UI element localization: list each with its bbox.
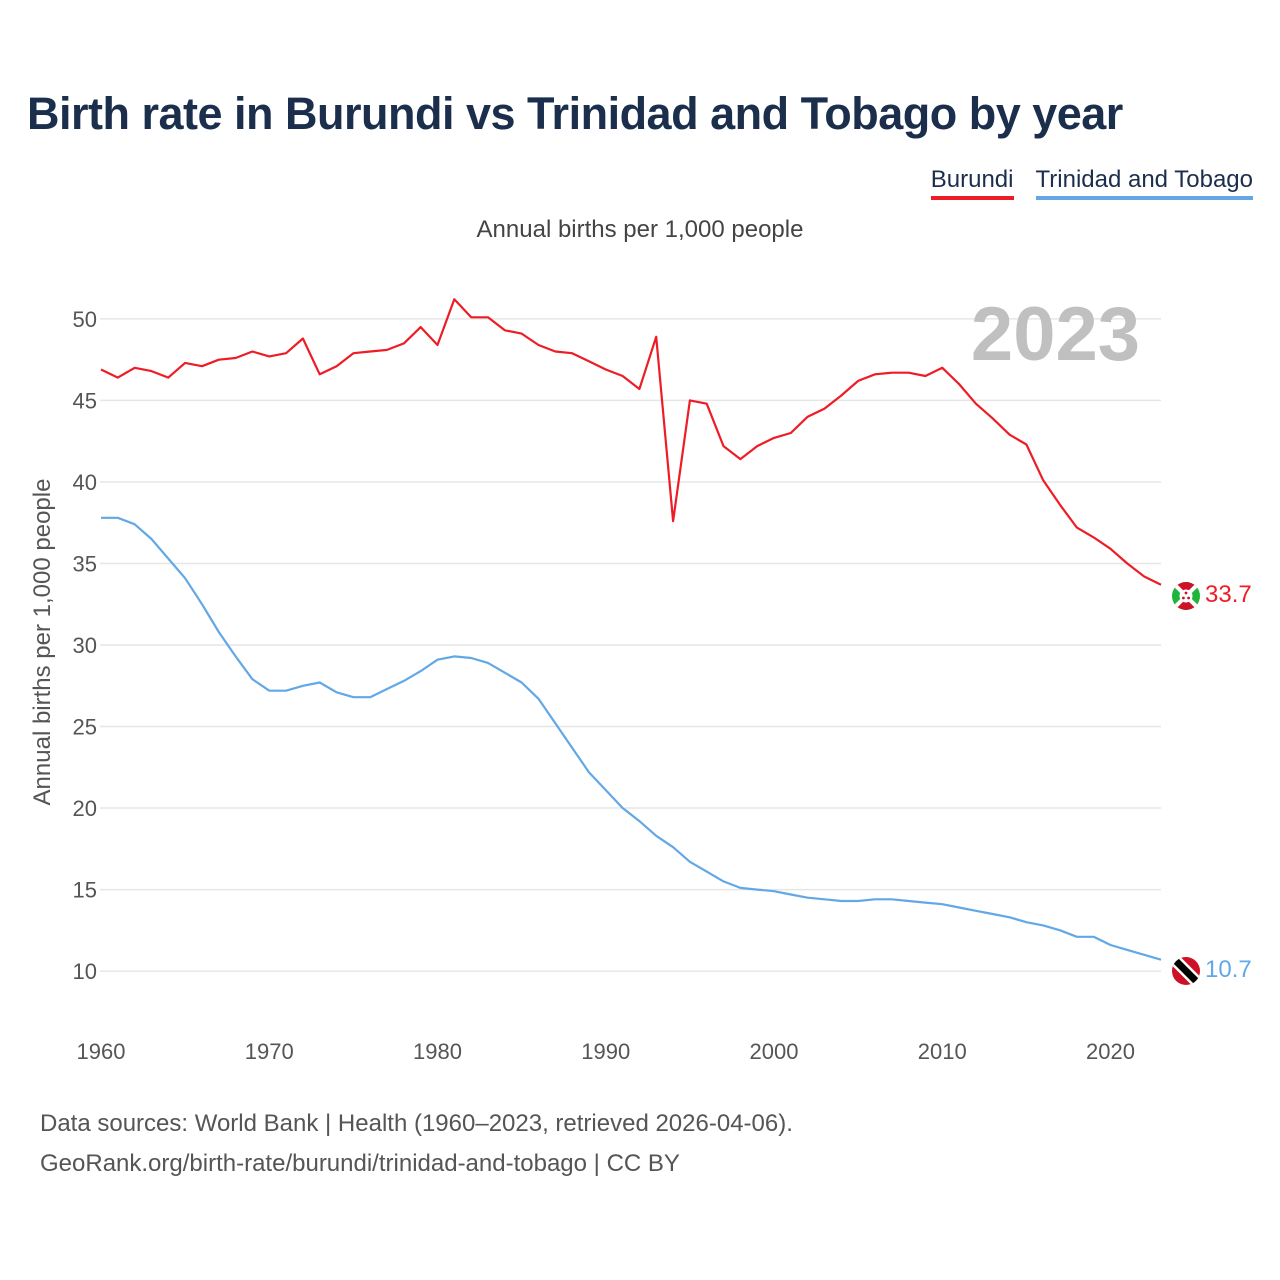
data-sources-note: Data sources: World Bank | Health (1960–… [40, 1110, 793, 1137]
legend-item-trinidad-and-tobago[interactable]: Trinidad and Tobago [1035, 166, 1253, 200]
y-axis-label: Annual births per 1,000 people [29, 479, 56, 806]
y-tick-label: 45 [73, 388, 97, 413]
x-tick-label: 2010 [918, 1039, 967, 1064]
series-line-burundi [100, 298, 1162, 586]
burundi-flag-icon [1172, 582, 1200, 610]
chart-footer: Data sources: World Bank | Health (1960–… [40, 1104, 793, 1184]
x-axis-ticks: 1960 1970 1980 1990 2000 2010 2020 [77, 1039, 1135, 1064]
legend-item-burundi[interactable]: Burundi [930, 166, 1014, 200]
chart-title: Birth rate in Burundi vs Trinidad and To… [27, 88, 1123, 139]
series-lines [100, 298, 1162, 961]
chart-subtitle: Annual births per 1,000 people [476, 216, 804, 243]
burundi-end-value: 33.7 [1205, 581, 1252, 608]
legend: Burundi Trinidad and Tobago [930, 166, 1253, 200]
y-tick-label: 25 [73, 715, 97, 740]
y-tick-label: 15 [73, 878, 97, 903]
year-watermark: 2023 [971, 292, 1140, 377]
source-url[interactable]: GeoRank.org/birth-rate/burundi/trinidad-… [40, 1150, 680, 1177]
trinidad-and-tobago-flag-icon [1172, 957, 1200, 985]
series-line-trinidad-and-tobago [101, 516, 1162, 961]
grid-lines [100, 318, 1161, 972]
y-tick-label: 20 [73, 796, 97, 821]
x-tick-label: 1970 [245, 1039, 294, 1064]
x-tick-label: 1990 [581, 1039, 630, 1064]
x-tick-label: 2020 [1086, 1039, 1135, 1064]
x-tick-label: 1960 [77, 1039, 126, 1064]
y-tick-label: 40 [73, 470, 97, 495]
trinidad-and-tobago-end-value: 10.7 [1205, 956, 1252, 983]
x-tick-label: 2000 [750, 1039, 799, 1064]
y-tick-label: 50 [73, 307, 97, 332]
y-axis-ticks: 10 15 20 25 30 35 40 45 50 [73, 307, 97, 984]
x-tick-label: 1980 [413, 1039, 462, 1064]
y-tick-label: 35 [73, 551, 97, 576]
y-tick-label: 10 [73, 959, 97, 984]
y-tick-label: 30 [73, 633, 97, 658]
